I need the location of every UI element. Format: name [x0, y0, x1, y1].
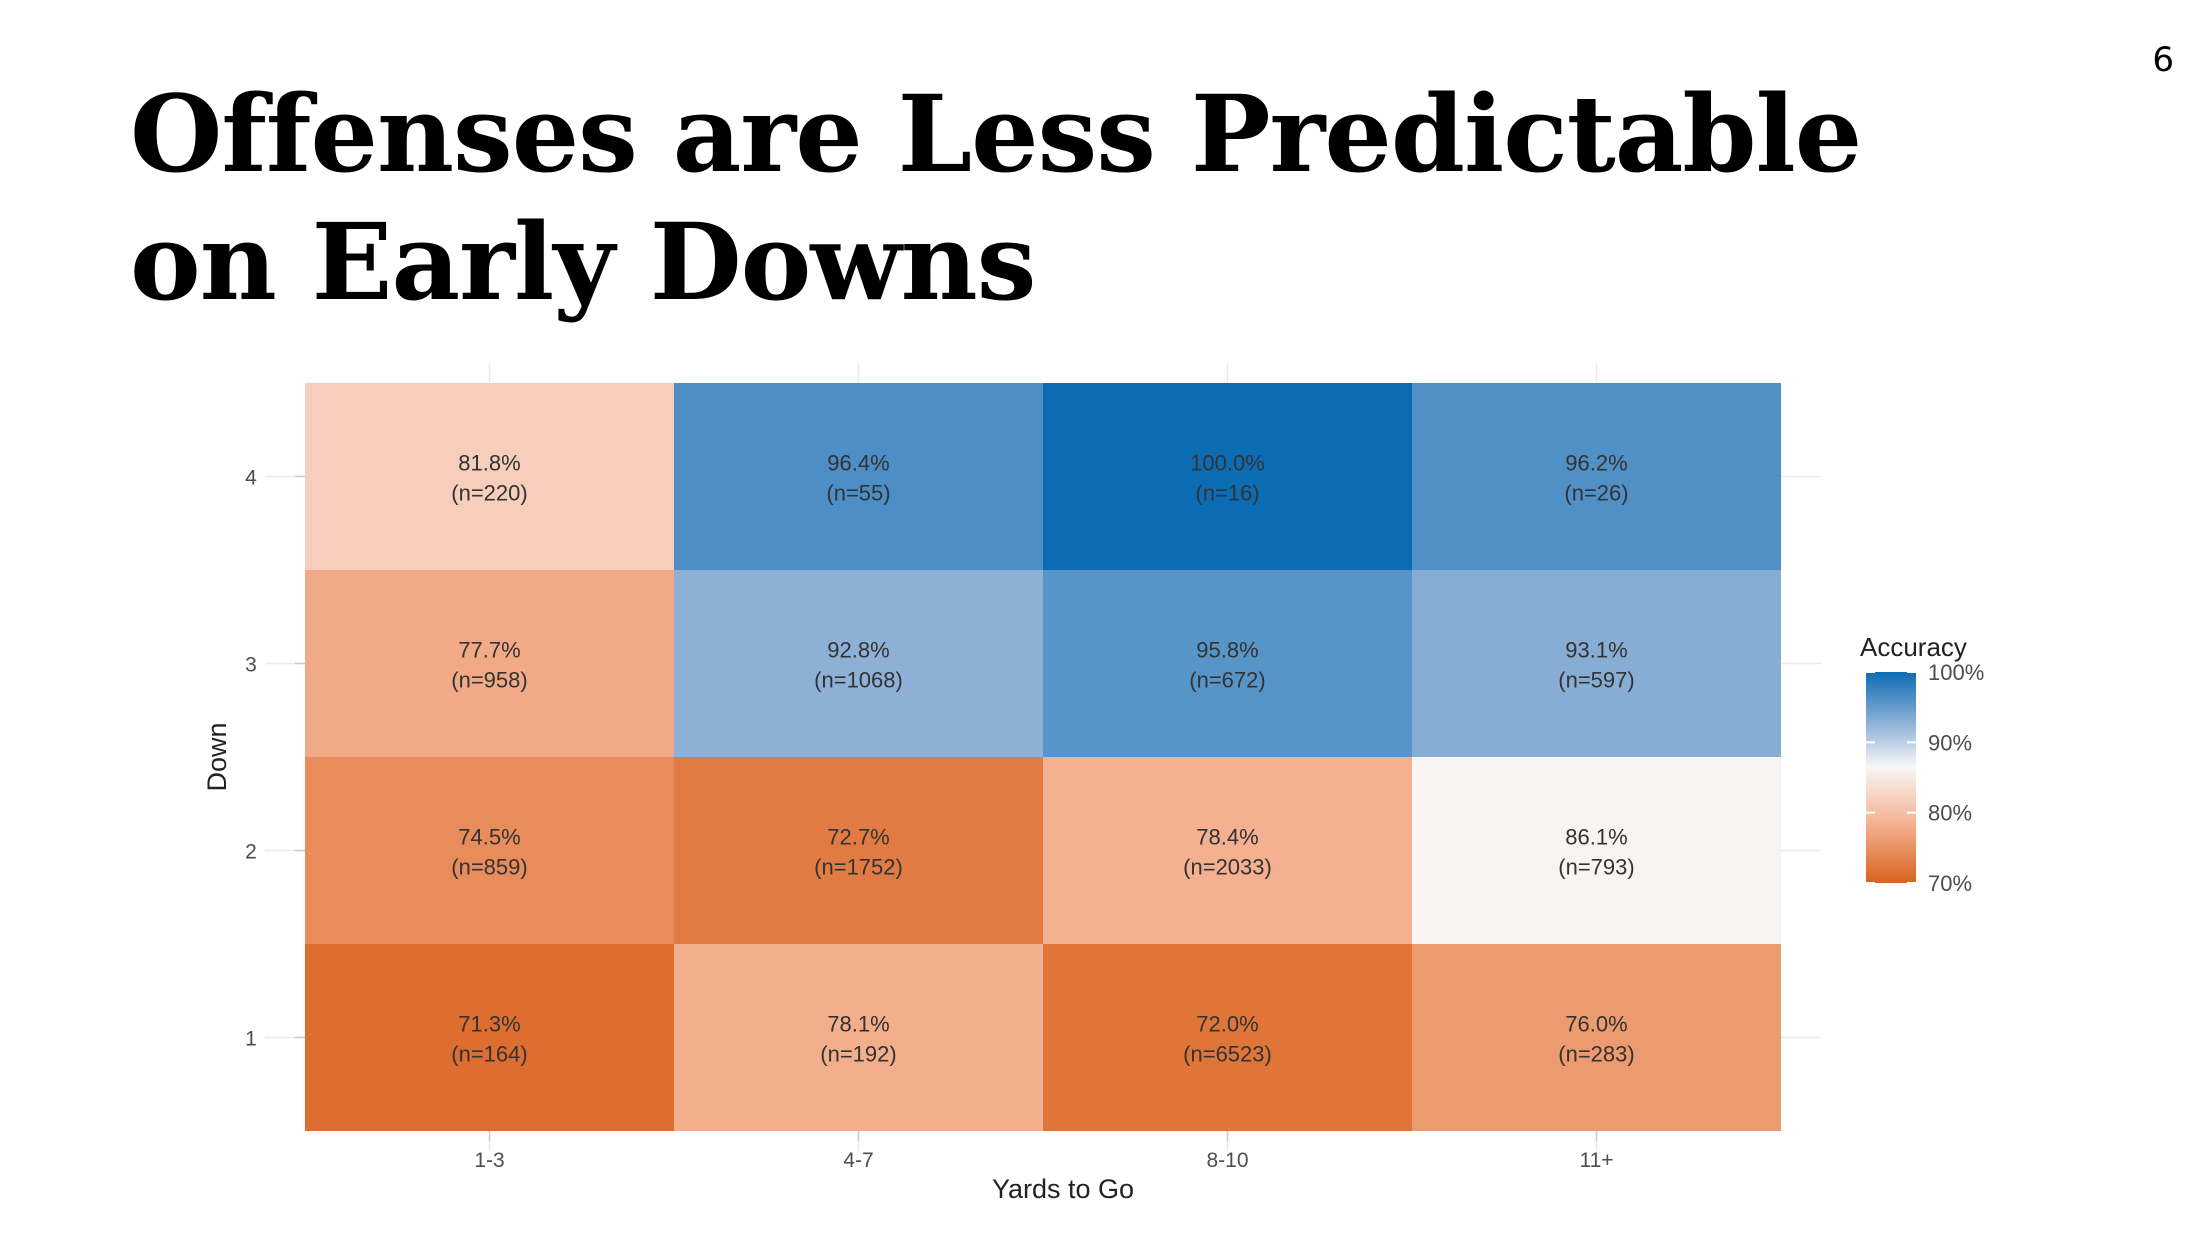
cell-count-label: (n=597)	[1558, 668, 1634, 693]
x-tick-label: 8-10	[1206, 1149, 1248, 1172]
cell-count-label: (n=793)	[1558, 855, 1634, 880]
cell-count-label: (n=220)	[451, 481, 527, 506]
heatmap-cell	[305, 757, 674, 944]
x-axis-title: Yards to Go	[992, 1174, 1134, 1204]
heatmap-cells	[305, 383, 1781, 1131]
heatmap-cell	[1043, 570, 1412, 757]
legend-colorbar	[1866, 672, 1916, 883]
cell-value-label: 96.4%	[827, 451, 889, 476]
x-tick-label: 4-7	[843, 1149, 873, 1172]
cell-value-label: 77.7%	[458, 638, 520, 663]
cell-value-label: 72.7%	[827, 825, 889, 850]
legend-title: Accuracy	[1860, 632, 1967, 662]
heatmap-cell	[1043, 383, 1412, 570]
y-tick-label: 2	[245, 841, 257, 864]
y-tick-label: 3	[245, 654, 257, 677]
cell-count-label: (n=2033)	[1183, 855, 1272, 880]
cell-count-label: (n=672)	[1189, 668, 1265, 693]
legend-tick-label: 100%	[1928, 660, 1984, 685]
cell-value-label: 95.8%	[1196, 638, 1258, 663]
cell-count-label: (n=16)	[1195, 481, 1259, 506]
cell-value-label: 100.0%	[1190, 451, 1265, 476]
page-number: 6	[2152, 40, 2174, 80]
y-axis-title: Down	[202, 722, 232, 791]
cell-value-label: 78.4%	[1196, 825, 1258, 850]
heatmap-cell	[674, 383, 1043, 570]
y-tick-label: 4	[245, 467, 257, 490]
heatmap-cell	[1043, 757, 1412, 944]
heatmap-cell	[674, 757, 1043, 944]
cell-count-label: (n=55)	[826, 481, 890, 506]
heatmap-cell	[674, 944, 1043, 1131]
cell-count-label: (n=192)	[820, 1042, 896, 1067]
cell-value-label: 93.1%	[1565, 638, 1627, 663]
legend-tick-label: 90%	[1928, 730, 1972, 755]
heatmap-cell	[305, 570, 674, 757]
cell-count-label: (n=1752)	[814, 855, 903, 880]
cell-value-label: 86.1%	[1565, 825, 1627, 850]
heatmap-cell	[1412, 383, 1781, 570]
cell-count-label: (n=6523)	[1183, 1042, 1272, 1067]
heatmap-cell	[1412, 944, 1781, 1131]
heatmap-cell	[305, 383, 674, 570]
cell-value-label: 76.0%	[1565, 1012, 1627, 1037]
cell-count-label: (n=1068)	[814, 668, 903, 693]
axes: 1-3 4-7 8-10 11+ 1 2 3 4 Yards to Go Down	[202, 467, 1614, 1205]
cell-value-label: 71.3%	[458, 1012, 520, 1037]
cell-count-label: (n=26)	[1564, 481, 1628, 506]
cell-value-label: 78.1%	[827, 1012, 889, 1037]
cell-value-label: 81.8%	[458, 451, 520, 476]
cell-value-label: 96.2%	[1565, 451, 1627, 476]
heatmap-cell	[1412, 570, 1781, 757]
x-tick-label: 1-3	[474, 1149, 504, 1172]
cell-count-label: (n=958)	[451, 668, 527, 693]
cell-count-label: (n=164)	[451, 1042, 527, 1067]
x-tick-label: 11+	[1579, 1149, 1613, 1172]
y-tick-label: 1	[245, 1028, 257, 1051]
legend-tick-label: 80%	[1928, 801, 1972, 826]
cell-count-label: (n=283)	[1558, 1042, 1634, 1067]
cell-count-label: (n=859)	[451, 855, 527, 880]
cell-labels: 81.8% (n=220) 96.4% (n=55) 100.0% (n=16) 96.2%…	[451, 451, 1634, 1067]
heatmap-cell	[1043, 944, 1412, 1131]
slide-title: Offenses are Less Predictable on Early D…	[130, 71, 1862, 324]
heatmap-cell	[305, 944, 674, 1131]
legend-tick-label: 70%	[1928, 871, 1972, 896]
heatmap-cell	[674, 570, 1043, 757]
cell-value-label: 92.8%	[827, 638, 889, 663]
cell-value-label: 74.5%	[458, 825, 520, 850]
heatmap-cell	[1412, 757, 1781, 944]
cell-value-label: 72.0%	[1196, 1012, 1258, 1037]
